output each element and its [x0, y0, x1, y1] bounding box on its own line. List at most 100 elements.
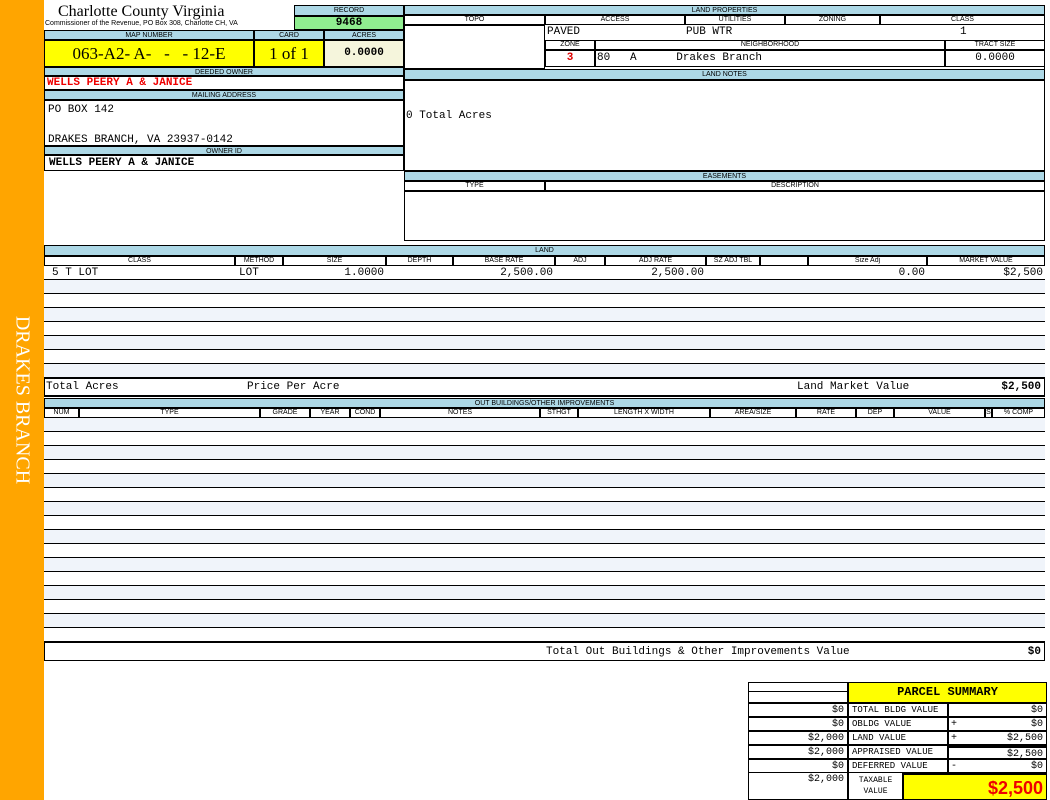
- topo-label: TOPO: [404, 15, 545, 25]
- summary-operator: -: [951, 761, 958, 772]
- land-notes: 0 Total Acres: [404, 80, 1045, 171]
- topo-value: [404, 25, 545, 69]
- outbuilding-row: [44, 502, 1045, 516]
- land-column-header: BASE RATE: [453, 256, 555, 266]
- record-value: 9468: [294, 16, 404, 30]
- land-notes-text: 0 Total Acres: [406, 110, 492, 122]
- outbuilding-column-header: YEAR: [310, 408, 350, 418]
- summary-prior-value: $0: [748, 717, 848, 731]
- district-sidebar: DRAKES BRANCH: [0, 0, 44, 800]
- summary-amount: $2,500: [1006, 749, 1043, 759]
- outbuilding-column-header: GRADE: [260, 408, 310, 418]
- outbuildings-total-value: $0: [1027, 646, 1041, 658]
- outbuilding-row: [44, 614, 1045, 628]
- land-column-header: ADJ RATE: [605, 256, 706, 266]
- summary-amount: $0: [1030, 719, 1043, 730]
- land-column-header: DEPTH: [386, 256, 453, 266]
- outbuilding-row: [44, 488, 1045, 502]
- utilities-value: PUB WTR: [686, 26, 733, 38]
- land-cell: [559, 266, 603, 280]
- mailing-address: PO BOX 142 DRAKES BRANCH, VA 23937-0142: [44, 100, 404, 146]
- owner-id: WELLS PEERY A & JANICE: [44, 155, 404, 171]
- map-number-label: MAP NUMBER: [44, 30, 254, 40]
- outbuilding-column-header: TYPE: [79, 408, 260, 418]
- land-cell: LOT: [239, 267, 259, 279]
- outbuildings-total-label: Total Out Buildings & Other Improvements…: [546, 646, 850, 658]
- outbuilding-row: [44, 544, 1045, 558]
- summary-label: TOTAL BLDG VALUE: [848, 703, 948, 717]
- land-notes-title: LAND NOTES: [404, 69, 1045, 80]
- land-title: LAND: [44, 245, 1045, 256]
- outbuilding-row: [44, 600, 1045, 614]
- land-column-header: ADJ: [555, 256, 605, 266]
- outbuilding-column-header: NUM: [44, 408, 79, 418]
- access-label: ACCESS: [545, 15, 685, 25]
- land-market-value: $2,500: [1001, 381, 1041, 393]
- class-value: 1: [960, 26, 967, 38]
- outbuilding-column-header: STHGT: [540, 408, 578, 418]
- owner-id-label: OWNER ID: [44, 146, 404, 155]
- neighborhood-value: 80 A Drakes Branch: [595, 50, 945, 67]
- land-cell: [764, 266, 806, 280]
- land-column-header: METHOD: [235, 256, 283, 266]
- outbuilding-column-header: DEP: [856, 408, 894, 418]
- summary-prior-value: $0: [748, 703, 848, 717]
- outbuilding-column-header: RATE: [796, 408, 856, 418]
- outbuilding-column-header: COND: [350, 408, 380, 418]
- tract-size-label: TRACT SIZE: [945, 40, 1045, 50]
- land-cell: $2,500: [1003, 267, 1043, 279]
- land-column-header: SIZE: [283, 256, 386, 266]
- access-value: PAVED: [547, 26, 581, 38]
- utilities-label: UTILITIES: [685, 15, 785, 25]
- outbuilding-column-header: VALUE: [894, 408, 985, 418]
- summary-value: $0: [948, 703, 1047, 717]
- district-label: DRAKES BRANCH: [11, 315, 34, 485]
- outbuildings-title: OUT BUILDINGS/OTHER IMPROVEMENTS: [44, 398, 1045, 408]
- taxable-value: $2,500: [903, 772, 1047, 800]
- land-totals: Total Acres Price Per Acre Land Market V…: [44, 378, 1045, 397]
- deeded-owner: WELLS PEERY A & JANICE: [44, 76, 404, 90]
- summary-value: + $0: [948, 717, 1047, 731]
- outbuilding-row: [44, 516, 1045, 530]
- land-cell: 1.0000: [344, 267, 384, 279]
- summary-prior-value: $0: [748, 759, 848, 773]
- price-per-acre-label: Price Per Acre: [247, 381, 340, 393]
- parcel-summary-title: PARCEL SUMMARY: [848, 682, 1047, 703]
- zone-label: ZONE: [545, 40, 595, 50]
- address-line-1: PO BOX 142: [48, 104, 115, 116]
- summary-amount: $0: [1030, 761, 1043, 772]
- tract-size-value: 0.0000: [945, 50, 1045, 67]
- land-row: [44, 294, 1045, 308]
- county-subtitle: Commissioner of the Revenue, PO Box 308,…: [45, 20, 238, 27]
- outbuilding-row: [44, 474, 1045, 488]
- deeded-owner-label: DEEDED OWNER: [44, 67, 404, 76]
- summary-label: OBLDG VALUE: [848, 717, 948, 731]
- outbuilding-row: [44, 530, 1045, 544]
- map-number: 063-A2- A- - - 12-E: [44, 40, 254, 67]
- neighborhood-label: NEIGHBORHOOD: [595, 40, 945, 50]
- outbuilding-row: [44, 446, 1045, 460]
- easement-description-label: DESCRIPTION: [545, 181, 1045, 191]
- summary-amount: $2,500: [1006, 733, 1043, 744]
- land-cell: 5 T LOT: [52, 267, 99, 279]
- address-line-2: DRAKES BRANCH, VA 23937-0142: [48, 134, 233, 146]
- land-cell: 2,500.00: [651, 267, 704, 279]
- land-column-header: Size Adj: [808, 256, 927, 266]
- land-row: [44, 280, 1045, 294]
- mailing-address-label: MAILING ADDRESS: [44, 90, 404, 100]
- land-cell: 0.00: [898, 267, 925, 279]
- land-row: [44, 364, 1045, 378]
- zone-value: 3: [545, 50, 595, 67]
- land-column-header: MARKET VALUE: [927, 256, 1045, 266]
- outbuilding-column-header: % COMP: [992, 408, 1045, 418]
- acres-label: ACRES: [324, 30, 404, 40]
- outbuilding-row: [44, 558, 1045, 572]
- summary-label: APPRAISED VALUE: [848, 745, 948, 759]
- summary-operator: +: [951, 719, 958, 730]
- summary-prior-value: $2,000: [748, 731, 848, 745]
- summary-label: DEFERRED VALUE: [848, 759, 948, 773]
- outbuildings-total: Total Out Buildings & Other Improvements…: [44, 642, 1045, 661]
- zoning-label: ZONING: [785, 15, 880, 25]
- easement-type-label: TYPE: [404, 181, 545, 191]
- summary-value: $2,500: [948, 745, 1047, 759]
